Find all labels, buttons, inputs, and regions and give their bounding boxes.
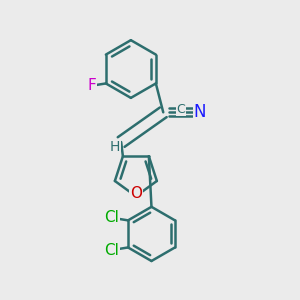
Text: Cl: Cl bbox=[104, 210, 119, 225]
Text: C: C bbox=[176, 103, 185, 116]
Text: O: O bbox=[130, 186, 142, 201]
Text: N: N bbox=[194, 103, 206, 121]
Text: F: F bbox=[87, 78, 96, 93]
Text: Cl: Cl bbox=[104, 243, 119, 258]
Text: H: H bbox=[110, 140, 120, 154]
